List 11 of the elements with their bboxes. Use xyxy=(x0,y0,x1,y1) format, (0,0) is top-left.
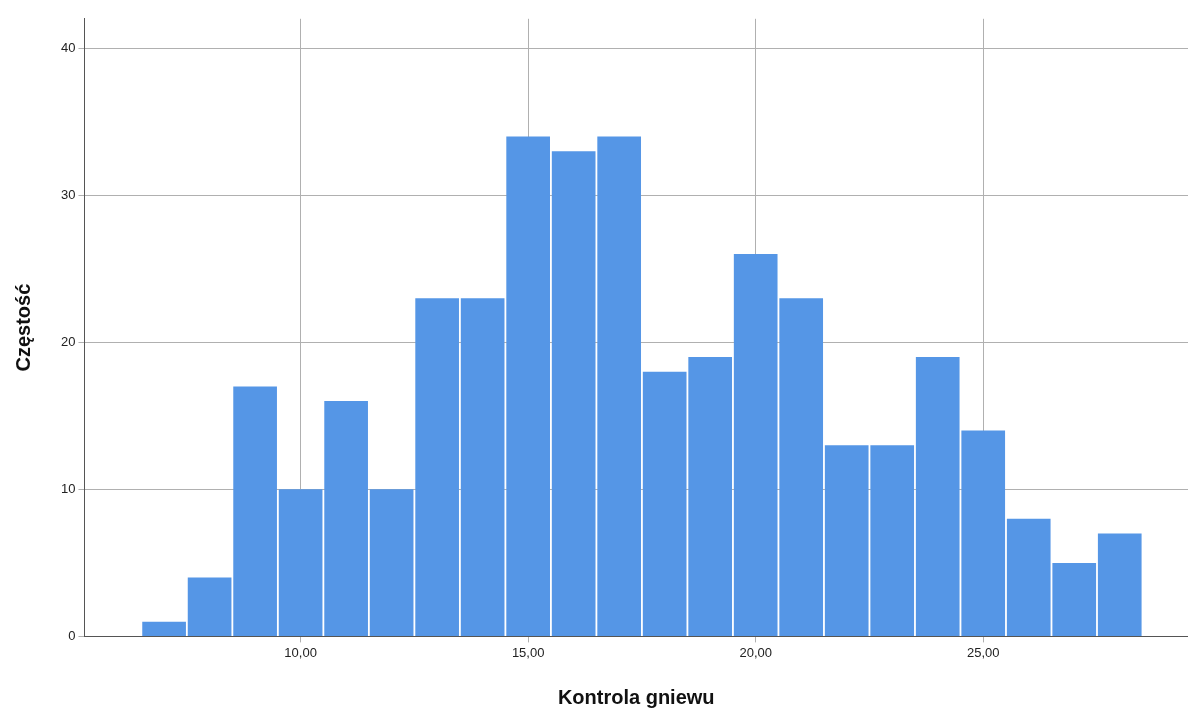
x-tick-label: 20,00 xyxy=(739,644,772,660)
x-tick-label: 25,00 xyxy=(966,644,1000,660)
x-tick-label: 10,00 xyxy=(284,644,317,660)
y-axis-title: Częstość xyxy=(11,283,34,372)
x-axis-title: Kontrola gniewu xyxy=(557,685,715,708)
y-tick-label: 40 xyxy=(60,39,76,55)
y-tick-label: 10 xyxy=(60,480,76,496)
y-tick-label: 30 xyxy=(60,186,76,202)
y-tick-label: 0 xyxy=(68,627,76,643)
y-tick-label: 20 xyxy=(60,333,76,349)
x-tick-label: 15,00 xyxy=(511,644,545,660)
